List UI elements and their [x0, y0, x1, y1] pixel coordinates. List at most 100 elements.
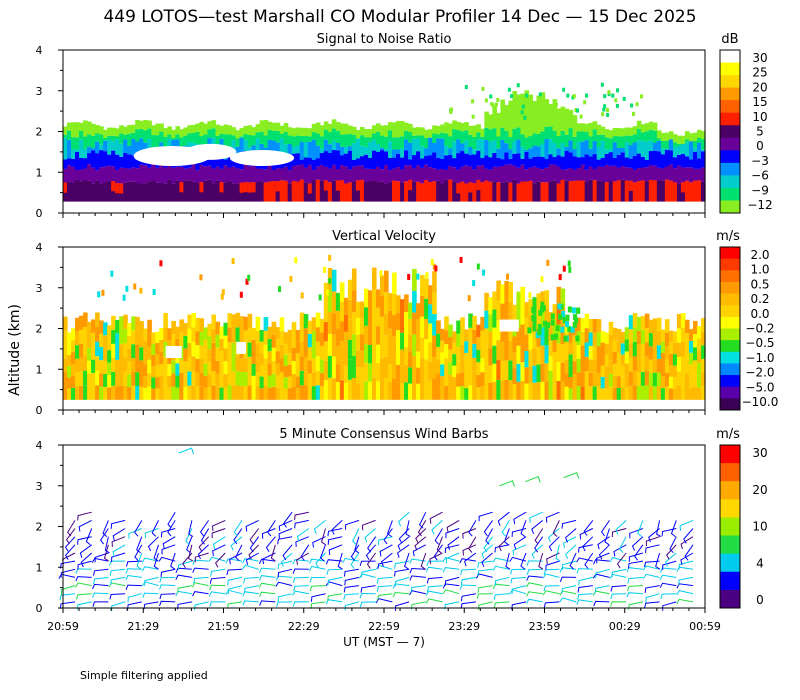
vv-cell: [524, 350, 530, 368]
vv-cell: [211, 357, 217, 372]
vv-cell: [339, 360, 345, 381]
wind-barb: [445, 552, 460, 564]
snr-cell: [275, 122, 281, 131]
wind-barb: [531, 520, 544, 534]
snr-cell: [420, 127, 425, 136]
snr-cell: [195, 132, 201, 145]
vv-cell: [367, 363, 373, 382]
vv-cell: [516, 309, 522, 328]
vv-cell: [664, 346, 670, 360]
vv-cell: [512, 352, 518, 369]
wind-barb: [642, 565, 660, 571]
vv-cell: [223, 335, 229, 349]
wind-barb: [662, 560, 677, 571]
vv-cell: [562, 265, 566, 272]
vv-cell: [476, 337, 481, 350]
vv-cell: [580, 386, 586, 400]
snr-cell: [359, 156, 365, 166]
vv-cell: [135, 385, 140, 400]
wind-barb: [278, 528, 293, 539]
snr-cell: [428, 155, 433, 168]
snr-cell: [672, 142, 678, 148]
vv-cell: [375, 307, 381, 327]
snr-cell: [95, 180, 100, 202]
snr-cell: [496, 113, 501, 137]
snr-cell: [556, 148, 562, 156]
vv-cell: [430, 259, 434, 266]
vv-cell: [624, 375, 630, 388]
vv-cell: [444, 372, 449, 386]
vv-cell: [363, 307, 369, 326]
wind-barb: [425, 598, 443, 604]
snr-cell: [163, 183, 168, 202]
vv-cell: [239, 291, 243, 298]
snr-cell: [508, 158, 513, 165]
vv-cell: [375, 363, 381, 382]
snr-cell: [540, 169, 546, 183]
vv-cell: [103, 322, 108, 336]
vv-cell: [299, 341, 305, 357]
snr-cell: [632, 126, 638, 135]
vv-cell: [640, 371, 646, 386]
vv-cell: [604, 366, 610, 378]
snr-cell: [656, 151, 662, 168]
snr-cell: [584, 154, 590, 170]
wind-barb: [380, 552, 393, 567]
vv-cell: [384, 335, 389, 357]
snr-cell: [371, 139, 377, 151]
snr-cell: [496, 114, 500, 119]
snr-cell: [630, 103, 634, 108]
snr-cell: [396, 120, 401, 138]
vv-cell: [660, 352, 666, 365]
vv-cell: [143, 387, 148, 400]
wind-barb: [534, 536, 544, 553]
vv-cell: [700, 372, 706, 387]
wind-barb: [80, 552, 93, 568]
snr-cell: [608, 152, 614, 166]
wind-barb: [631, 536, 644, 551]
snr-cell: [568, 109, 574, 129]
snr-cell: [596, 159, 602, 167]
y-tick-label: 0: [36, 207, 43, 220]
snr-cell: [243, 164, 249, 182]
snr-cell: [544, 126, 550, 139]
snr-cell: [484, 180, 489, 202]
vv-cell: [472, 329, 477, 344]
vv-cell: [612, 327, 618, 340]
vv-cell: [680, 313, 686, 328]
vv-cell: [484, 381, 489, 400]
wind-barb: [604, 528, 610, 546]
wind-barb: [186, 536, 193, 554]
vv-cell: [319, 332, 325, 346]
snr-cell: [392, 180, 397, 202]
wind-barb: [270, 544, 276, 562]
x-tick-label: 22:29: [288, 620, 320, 633]
vv-cell: [83, 356, 88, 371]
wind-barb: [542, 590, 560, 596]
vv-cell: [127, 348, 132, 362]
vv-cell: [608, 373, 614, 387]
snr-cell: [231, 140, 237, 156]
snr-cell: [448, 136, 453, 149]
vv-cell: [239, 316, 245, 331]
wind-barb: [684, 544, 694, 561]
vv-cell: [347, 279, 353, 300]
snr-cell: [476, 179, 481, 202]
snr-cell: [624, 142, 630, 158]
vv-cell: [648, 359, 654, 374]
wind-x-axis: 20:59 21:29 21:59 22:29 22:59 23:29 23:59 00:29…: [47, 608, 721, 633]
wind-barb: [92, 583, 109, 590]
snr-cell: [75, 170, 80, 180]
snr-cell: [75, 179, 80, 202]
snr-cell: [688, 138, 694, 160]
snr-cell: [263, 135, 269, 148]
vv-cell: [278, 286, 282, 293]
wind-barb: [310, 601, 326, 609]
wind-barb: [468, 520, 477, 537]
snr-cell: [295, 135, 301, 146]
snr-cell: [339, 123, 345, 135]
snr-cell: [392, 157, 397, 169]
snr-cell: [167, 164, 172, 180]
snr-cell: [592, 141, 598, 155]
